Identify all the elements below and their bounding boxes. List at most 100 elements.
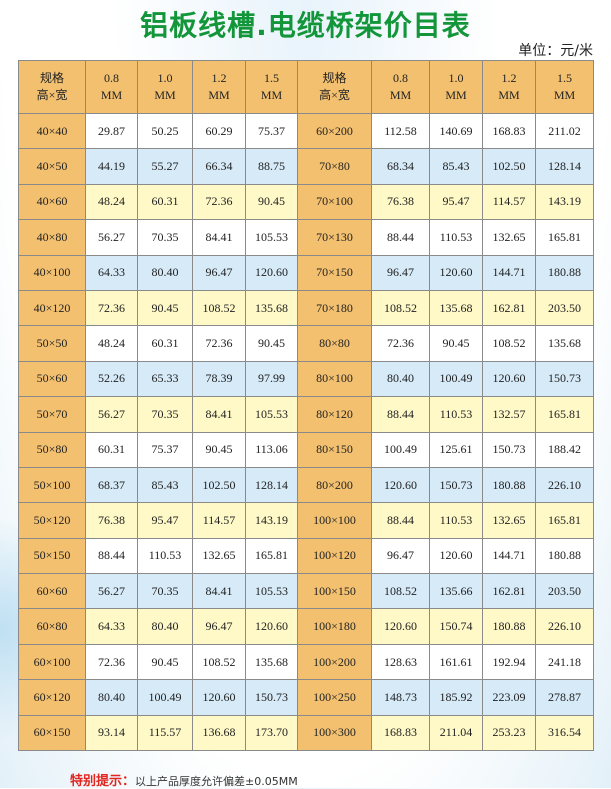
price-cell: 72.36	[192, 325, 246, 362]
price-cell: 102.50	[482, 148, 536, 185]
price-cell: 148.73	[371, 679, 430, 716]
spec-cell: 100×150	[297, 573, 372, 610]
price-cell: 110.53	[429, 396, 483, 433]
price-cell: 211.04	[429, 714, 483, 752]
price-cell: 85.43	[137, 466, 193, 504]
price-cell: 64.33	[85, 254, 138, 291]
price-cell: 52.26	[85, 360, 138, 398]
spec-cell: 40×120	[18, 289, 86, 327]
table-row: 40×100 64.33 80.40 96.47 120.60 70×150 96.47 12…	[18, 254, 594, 291]
spec-cell: 40×40	[18, 112, 86, 150]
header-thickness: 1.5 MM	[535, 60, 594, 114]
price-cell: 120.60	[245, 608, 298, 645]
spec-cell: 100×250	[297, 679, 372, 716]
price-cell: 128.63	[371, 643, 430, 681]
price-cell: 188.42	[535, 431, 594, 468]
price-cell: 56.27	[85, 219, 138, 256]
spec-cell: 100×180	[297, 608, 372, 645]
table-row: 40×60 48.24 60.31 72.36 90.45 70×100 76.38 95.4…	[18, 183, 594, 221]
price-cell: 185.92	[429, 679, 483, 716]
price-cell: 64.33	[85, 608, 138, 645]
price-cell: 203.50	[535, 573, 594, 610]
price-cell: 100.49	[429, 360, 483, 398]
price-cell: 78.39	[192, 360, 246, 398]
price-cell: 80.40	[137, 608, 193, 645]
price-cell: 70.35	[137, 396, 193, 433]
spec-cell: 80×100	[297, 360, 372, 398]
header-thickness: 0.8 MM	[371, 60, 430, 114]
table-row: 60×120 80.40 100.49 120.60 150.73 100×250 148.…	[18, 679, 594, 716]
price-cell: 105.53	[245, 219, 298, 256]
price-cell: 140.69	[429, 112, 483, 150]
spec-cell: 70×80	[297, 148, 372, 185]
price-cell: 150.73	[482, 431, 536, 468]
spec-cell: 40×100	[18, 254, 86, 291]
price-cell: 110.53	[137, 537, 193, 575]
spec-cell: 80×80	[297, 325, 372, 362]
price-cell: 120.60	[429, 254, 483, 291]
price-cell: 72.36	[192, 183, 246, 221]
spec-cell: 50×50	[18, 325, 86, 362]
header-spec: 规格 高×宽	[18, 60, 86, 114]
price-cell: 161.61	[429, 643, 483, 681]
price-cell: 120.60	[192, 679, 246, 716]
table-row: 40×120 72.36 90.45 108.52 135.68 70×180 108.52…	[18, 289, 594, 327]
spec-cell: 70×130	[297, 219, 372, 256]
price-cell: 50.25	[137, 112, 193, 150]
price-cell: 165.81	[535, 219, 594, 256]
price-cell: 132.57	[482, 396, 536, 433]
price-cell: 165.81	[245, 537, 298, 575]
price-cell: 72.36	[85, 289, 138, 327]
price-cell: 135.68	[245, 643, 298, 681]
table-row: 40×40 29.87 50.25 60.29 75.37 60×200 112.58 140…	[18, 112, 594, 150]
price-cell: 72.36	[85, 643, 138, 681]
price-cell: 253.23	[482, 714, 536, 752]
price-cell: 90.45	[245, 183, 298, 221]
header-thickness: 1.0 MM	[429, 60, 483, 114]
page-title: 铝板线槽.电缆桥架价目表	[140, 9, 471, 42]
price-cell: 114.57	[482, 183, 536, 221]
table-header-row: 规格 高×宽 0.8 MM 1.0 MM 1.2 MM 1.5 MM 规格 高×宽 0.8 …	[18, 60, 594, 114]
price-cell: 180.88	[482, 608, 536, 645]
price-cell: 150.73	[429, 466, 483, 504]
price-cell: 165.81	[535, 396, 594, 433]
price-cell: 128.14	[535, 148, 594, 185]
price-cell: 88.44	[371, 502, 430, 539]
table-row: 50×60 52.26 65.33 78.39 97.99 80×100 80.40 100.…	[18, 360, 594, 398]
spec-cell: 60×150	[18, 714, 86, 752]
price-cell: 96.47	[192, 254, 246, 291]
table-row: 50×70 56.27 70.35 84.41 105.53 80×120 88.44 110…	[18, 396, 594, 433]
price-cell: 110.53	[429, 219, 483, 256]
table-body: 40×40 29.87 50.25 60.29 75.37 60×200 112.58 140…	[18, 112, 594, 752]
table-row: 50×120 76.38 95.47 114.57 143.19 100×100 88.44…	[18, 502, 594, 539]
header-spec: 规格 高×宽	[297, 60, 372, 114]
price-cell: 144.71	[482, 537, 536, 575]
price-cell: 226.10	[535, 466, 594, 504]
price-cell: 120.60	[371, 608, 430, 645]
table-row: 50×100 68.37 85.43 102.50 128.14 80×200 120.60…	[18, 466, 594, 504]
price-cell: 112.58	[371, 112, 430, 150]
price-cell: 90.45	[429, 325, 483, 362]
price-cell: 97.99	[245, 360, 298, 398]
price-cell: 105.53	[245, 573, 298, 610]
spec-cell: 50×100	[18, 466, 86, 504]
price-cell: 96.47	[371, 254, 430, 291]
price-cell: 88.44	[371, 219, 430, 256]
table-row: 50×50 48.24 60.31 72.36 90.45 80×80 72.36 90.45…	[18, 325, 594, 362]
spec-cell: 100×300	[297, 714, 372, 752]
price-cell: 88.75	[245, 148, 298, 185]
price-cell: 135.68	[245, 289, 298, 327]
price-cell: 278.87	[535, 679, 594, 716]
price-cell: 68.37	[85, 466, 138, 504]
price-cell: 143.19	[245, 502, 298, 539]
price-cell: 48.24	[85, 325, 138, 362]
price-cell: 90.45	[192, 431, 246, 468]
spec-cell: 40×60	[18, 183, 86, 221]
price-cell: 128.14	[245, 466, 298, 504]
price-cell: 95.47	[137, 502, 193, 539]
price-cell: 192.94	[482, 643, 536, 681]
spec-cell: 60×100	[18, 643, 86, 681]
price-cell: 96.47	[371, 537, 430, 575]
price-cell: 80.40	[371, 360, 430, 398]
spec-cell: 50×60	[18, 360, 86, 398]
